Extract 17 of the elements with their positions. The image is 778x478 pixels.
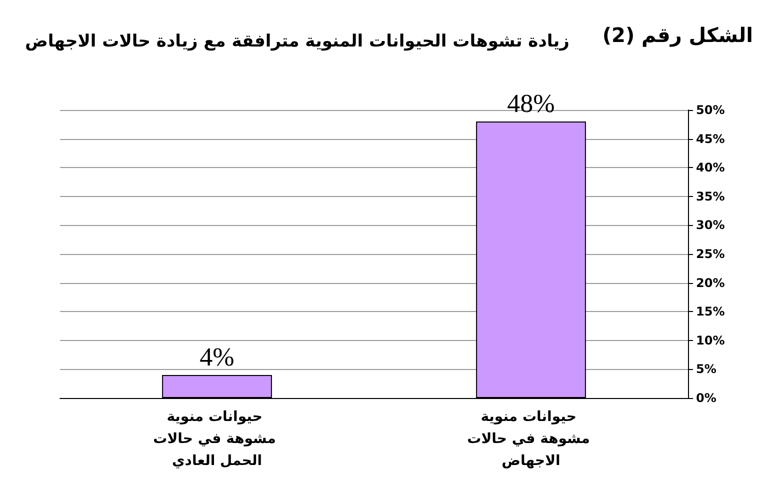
y-tick-label: 0% [696, 391, 716, 405]
y-tick-label: 15% [696, 304, 725, 319]
chart-subtitle: الشكل رقم (2) [602, 23, 754, 47]
y-tick-label: 35% [696, 189, 725, 204]
x-tick-label: حيوانات منوية مشوهة في حالات الاجهاض [467, 409, 595, 469]
x-tick-label: حيوانات منوية مشوهة في حالات الحمل العادي [153, 409, 281, 469]
y-tick-label: 30% [696, 218, 725, 232]
y-tick-label: 25% [696, 247, 725, 261]
y-tick-label: 5% [696, 362, 716, 376]
y-tick-label: 20% [696, 276, 725, 290]
data-label: 4% [200, 342, 234, 372]
y-tick-label: 40% [696, 160, 725, 175]
y-tick-label: 10% [696, 333, 725, 348]
chart-title: زيادة تشوهات الحيوانات المنوية مترافقة مع زيادة حالات الاجهاض [25, 32, 570, 52]
data-label: 48% [507, 89, 555, 118]
y-tick-label: 45% [696, 132, 725, 146]
y-tick-label: 50% [696, 103, 725, 117]
